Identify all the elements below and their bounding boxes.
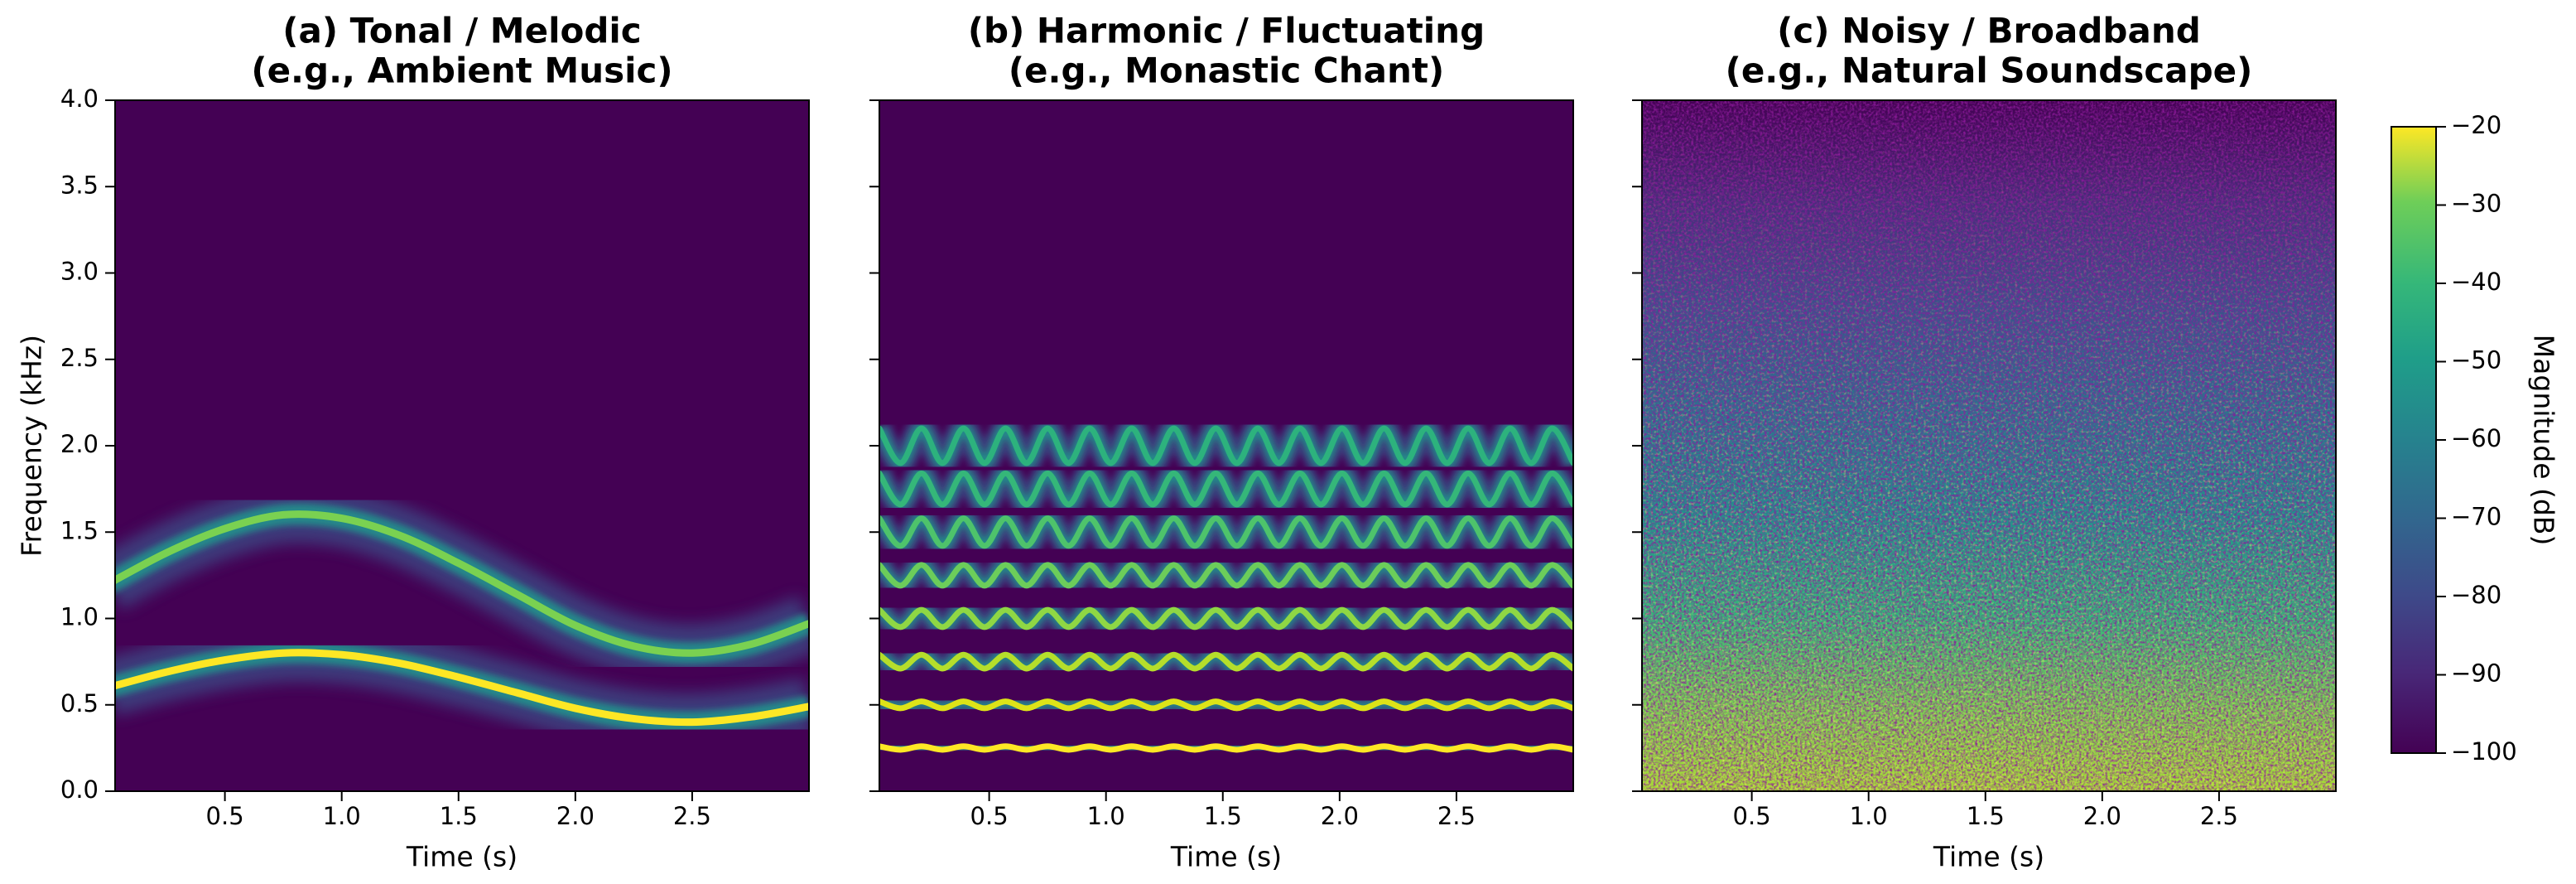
- colorbar-tick-label: −80: [2451, 581, 2501, 609]
- chart-subtitle: (e.g., Natural Soundscape): [1726, 51, 2253, 91]
- line: [115, 510, 809, 657]
- heatmap-noise-light: [1642, 100, 2336, 791]
- line: [879, 562, 1573, 589]
- x-tick-label: 2.0: [2083, 802, 2121, 830]
- x-axis-label: Time (s): [406, 841, 518, 873]
- y-tick-label: 1.5: [60, 516, 99, 544]
- y-tick-label: 0.0: [60, 775, 99, 804]
- colorbar: [2391, 126, 2437, 754]
- line: [879, 515, 1573, 549]
- x-tick-label: 0.5: [970, 802, 1009, 830]
- colorbar-tick-label: −20: [2451, 111, 2501, 139]
- chart-subtitle: (e.g., Ambient Music): [251, 51, 672, 91]
- colorbar-tick-label: −40: [2451, 268, 2501, 296]
- x-tick-label: 1.0: [323, 802, 361, 830]
- y-tick-label: 1.0: [60, 603, 99, 631]
- x-tick-label: 0.5: [1733, 802, 1771, 830]
- x-tick-label: 0.5: [206, 802, 244, 830]
- line: [879, 606, 1573, 630]
- y-tick-label: 3.5: [60, 171, 99, 199]
- line: [879, 651, 1573, 672]
- chart-title: (c) Noisy / Broadband: [1777, 11, 2201, 51]
- x-tick-label: 2.0: [556, 802, 595, 830]
- colorbar-label: Magnitude (dB): [2528, 335, 2560, 546]
- x-axis-label: Time (s): [1933, 841, 2044, 873]
- line: [879, 698, 1573, 712]
- plot-area: [1642, 100, 2336, 791]
- x-tick-label: 1.5: [1204, 802, 1242, 830]
- y-tick-label: 2.0: [60, 430, 99, 458]
- x-axis-label: Time (s): [1170, 841, 1282, 873]
- chart-title: (a) Tonal / Melodic: [282, 11, 641, 51]
- x-tick-label: 1.0: [1087, 802, 1125, 830]
- line: [879, 743, 1573, 753]
- colorbar-tick-label: −100: [2451, 737, 2517, 766]
- x-tick-label: 2.5: [673, 802, 711, 830]
- y-tick-label: 0.5: [60, 689, 99, 717]
- plot-area: [879, 100, 1573, 791]
- x-tick-label: 2.5: [2200, 802, 2238, 830]
- y-axis-label: Frequency (kHz): [16, 335, 48, 557]
- x-tick-label: 1.0: [1850, 802, 1888, 830]
- colorbar-tick-label: −60: [2451, 424, 2501, 452]
- line: [115, 649, 809, 727]
- x-tick-label: 1.5: [1967, 802, 2005, 830]
- colorbar-tick-label: −30: [2451, 190, 2501, 218]
- x-tick-label: 2.5: [1437, 802, 1476, 830]
- colorbar-tick-label: −70: [2451, 503, 2501, 531]
- chart-subtitle: (e.g., Monastic Chant): [1009, 51, 1444, 91]
- chart-title: (b) Harmonic / Fluctuating: [968, 11, 1485, 51]
- x-tick-label: 2.0: [1321, 802, 1359, 830]
- line: [879, 425, 1573, 466]
- line: [879, 470, 1573, 508]
- y-tick-label: 4.0: [60, 85, 99, 113]
- plot-area: [115, 100, 809, 791]
- y-tick-label: 3.0: [60, 258, 99, 286]
- colorbar-tick-label: −50: [2451, 346, 2501, 374]
- colorbar-tick-label: −90: [2451, 659, 2501, 688]
- y-tick-label: 2.5: [60, 344, 99, 372]
- x-tick-label: 1.5: [440, 802, 478, 830]
